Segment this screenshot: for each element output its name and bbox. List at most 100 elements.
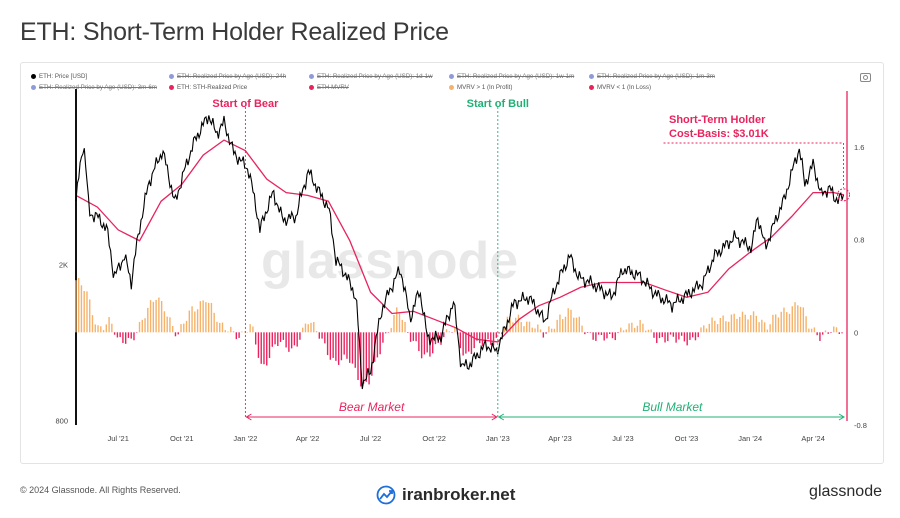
mvrv-profit-bar xyxy=(791,306,793,333)
mvrv-profit-bar xyxy=(207,302,210,333)
sth-realized-price-line xyxy=(75,139,844,343)
mvrv-profit-bar xyxy=(191,306,193,333)
camera-icon[interactable] xyxy=(860,73,871,82)
legend-item[interactable]: MVRV < 1 (In Loss) xyxy=(589,82,651,93)
mvrv-profit-bar xyxy=(83,290,85,333)
mvrv-profit-bar xyxy=(166,316,168,333)
x-tick-label: Oct '23 xyxy=(675,434,699,443)
mvrv-profit-bar xyxy=(550,328,553,333)
mvrv-loss-bar xyxy=(271,332,273,347)
mvrv-loss-bar xyxy=(495,332,498,338)
chart-panel: ETH: Price [USD] ETH: Realized Price by A… xyxy=(20,62,884,464)
mvrv-loss-bar xyxy=(658,332,661,339)
mvrv-loss-bar xyxy=(326,332,329,356)
legend-item[interactable]: ETH MVRV xyxy=(309,82,349,93)
sth-callout-leader xyxy=(663,142,844,188)
mvrv-profit-bar xyxy=(700,327,702,333)
legend-label: ETH: Price [USD] xyxy=(39,73,88,80)
watermark-text: glassnode xyxy=(261,232,518,290)
mvrv-profit-bar xyxy=(205,302,207,333)
mvrv-profit-bar xyxy=(578,316,580,333)
mvrv-profit-bar xyxy=(761,319,763,333)
mvrv-loss-bar xyxy=(827,332,829,334)
mvrv-profit-bar xyxy=(138,321,141,333)
mvrv-loss-bar xyxy=(476,332,478,341)
mvrv-loss-bar xyxy=(678,332,680,340)
legend-dot-icon xyxy=(449,84,454,90)
mvrv-profit-bar xyxy=(230,326,232,333)
mvrv-profit-bar xyxy=(108,317,110,333)
mvrv-loss-bar xyxy=(113,332,116,335)
mvrv-profit-bar xyxy=(777,317,780,333)
legend-item[interactable]: ETH: Realized Price by Age (USD): 1m-3m xyxy=(589,71,715,82)
mvrv-profit-bar xyxy=(622,330,625,333)
mvrv-loss-bar xyxy=(675,332,677,343)
mvrv-profit-bar xyxy=(219,322,221,333)
mvrv-loss-bar xyxy=(465,332,467,354)
mvrv-profit-bar xyxy=(636,325,639,333)
mvrv-profit-bar xyxy=(520,322,522,333)
mvrv-loss-bar xyxy=(268,332,271,359)
mvrv-profit-bar xyxy=(528,321,531,333)
legend-dot-icon xyxy=(309,84,314,90)
mvrv-loss-bar xyxy=(130,332,132,339)
mvrv-loss-bar xyxy=(603,332,605,341)
mvrv-profit-bar xyxy=(705,328,708,333)
mvrv-profit-bar xyxy=(221,322,224,333)
start-of-bear-label: Start of Bear xyxy=(212,98,279,110)
mvrv-profit-bar xyxy=(141,319,143,333)
mvrv-profit-bar xyxy=(625,329,628,333)
chart-growth-icon xyxy=(376,485,396,505)
x-tick-label: Jan '22 xyxy=(233,434,257,443)
mvrv-profit-bar xyxy=(788,313,791,333)
mvrv-loss-bar xyxy=(260,332,262,364)
legend-item[interactable]: ETH: STH-Realized Price xyxy=(169,82,247,93)
legend-dot-icon xyxy=(31,73,36,79)
mvrv-profit-bar xyxy=(448,331,450,333)
mvrv-profit-bar xyxy=(227,331,229,333)
broker-brand[interactable]: iranbroker.net xyxy=(376,485,515,505)
mvrv-loss-bar xyxy=(479,332,481,344)
mvrv-loss-bar xyxy=(376,332,379,358)
mvrv-profit-bar xyxy=(152,301,155,333)
sth-callout-circle xyxy=(837,188,851,202)
mvrv-loss-bar xyxy=(451,332,453,333)
mvrv-profit-bar xyxy=(102,330,105,333)
mvrv-profit-bar xyxy=(573,317,575,333)
y-right-tick-label: 1.6 xyxy=(854,143,864,152)
legend-dot-icon xyxy=(31,84,36,90)
mvrv-profit-bar xyxy=(810,328,813,333)
mvrv-loss-bar xyxy=(481,332,484,347)
mvrv-loss-bar xyxy=(296,332,298,347)
mvrv-profit-bar xyxy=(404,322,406,333)
mvrv-profit-bar xyxy=(313,322,315,333)
mvrv-profit-bar xyxy=(642,323,644,333)
mvrv-profit-bar xyxy=(733,313,735,333)
legend-item[interactable]: ETH: Realized Price by Age (USD): 24h xyxy=(169,71,286,82)
mvrv-profit-bar xyxy=(169,317,171,333)
y-left-tick-label: 2K xyxy=(59,261,68,270)
legend-item[interactable]: ETH: Realized Price by Age (USD): 1w-1m xyxy=(449,71,574,82)
mvrv-loss-bar xyxy=(692,332,694,338)
legend-item[interactable]: MVRV > 1 (In Profit) xyxy=(449,82,512,93)
mvrv-profit-bar xyxy=(89,299,91,333)
mvrv-loss-bar xyxy=(387,332,390,333)
mvrv-loss-bar xyxy=(462,332,464,356)
mvrv-profit-bar xyxy=(708,323,710,333)
mvrv-loss-bar xyxy=(235,332,238,340)
legend-item[interactable]: ETH: Realized Price by Age (USD): 1d-1w xyxy=(309,71,433,82)
mvrv-profit-bar xyxy=(216,321,218,333)
mvrv-loss-bar xyxy=(177,332,179,335)
mvrv-profit-bar xyxy=(86,291,88,333)
mvrv-profit-bar xyxy=(752,311,755,333)
legend-item[interactable]: ETH: Realized Price by Age (USD): 3m-6m xyxy=(31,82,157,93)
mvrv-loss-bar xyxy=(426,332,428,353)
mvrv-loss-bar xyxy=(484,332,486,342)
mvrv-profit-bar xyxy=(213,312,215,333)
legend-item[interactable]: ETH: Price [USD] xyxy=(31,71,87,82)
x-tick-label: Oct '22 xyxy=(422,434,446,443)
mvrv-loss-bar xyxy=(440,332,442,345)
mvrv-profit-bar xyxy=(539,329,542,333)
mvrv-loss-bar xyxy=(437,332,439,343)
mvrv-profit-bar xyxy=(523,326,525,333)
